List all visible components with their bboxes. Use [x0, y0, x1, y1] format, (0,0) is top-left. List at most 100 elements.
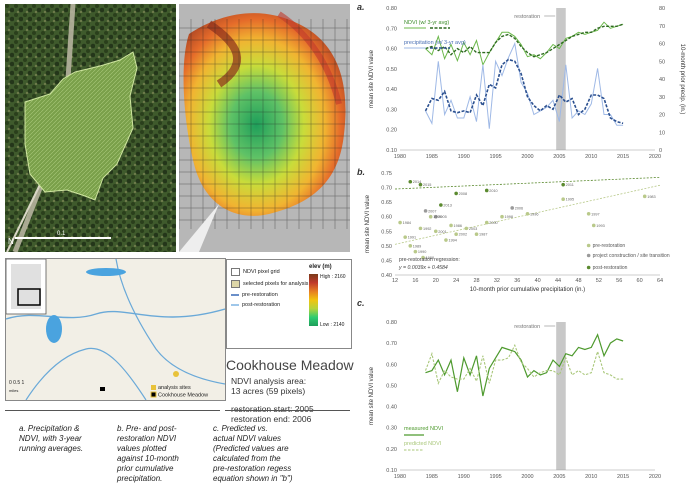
- panel-label: a.: [357, 2, 365, 12]
- point-year-label: 1991: [408, 236, 416, 240]
- x-tick-label: 2020: [649, 474, 661, 480]
- legend-ndvi-label: NDVI (w/ 3-yr avg): [404, 20, 449, 26]
- legend-label: post-restoration: [593, 265, 628, 271]
- legend-row-post: post-restoration: [231, 302, 280, 308]
- caption-line: c. Predicted vs.: [213, 424, 268, 433]
- x-tick-label: 1985: [426, 154, 438, 160]
- caption-line: prior cumulative: [117, 464, 174, 473]
- legend-swatch: [586, 253, 591, 258]
- restoration-band: [556, 8, 566, 150]
- caption-line: equation shown in "b"): [213, 474, 293, 483]
- x-tick-label: 1990: [458, 154, 470, 160]
- x-tick-label: 48: [575, 278, 581, 284]
- x-tick-label: 36: [514, 278, 520, 284]
- pre-restoration-point: [525, 212, 530, 216]
- point-year-label: 2001: [438, 230, 446, 234]
- transition-point: [510, 206, 515, 210]
- caption-line: b. Pre- and post-: [117, 424, 177, 433]
- point-year-label: 1984: [403, 221, 411, 225]
- legend-label: project construction / site transition: [593, 253, 670, 259]
- pre-restoration-point: [421, 255, 425, 260]
- y-axis-label: mean site NDVI value: [365, 194, 371, 253]
- caption-line: values plotted: [117, 444, 167, 453]
- pre-restoration-point: [561, 197, 565, 202]
- point-year-label: 2008: [459, 192, 467, 196]
- legend-precip-label: precipitation (w/ 3-yr avg): [404, 40, 466, 46]
- post-restoration-point: [408, 179, 413, 184]
- point-year-label: 2015: [423, 183, 431, 187]
- y-tick-label: 0.30: [386, 426, 397, 432]
- y-tick-label: 0.45: [381, 258, 392, 264]
- y-tick-label: 0.60: [386, 362, 397, 368]
- site-info: NDVI analysis area: 13 acres (59 pixels)…: [231, 376, 314, 424]
- restoration-band: [556, 322, 566, 470]
- map-legend: NDVI pixel grid selected pixels for anal…: [226, 259, 352, 349]
- annotation-label: restoration: [514, 14, 540, 20]
- point-year-label: 2013: [443, 204, 451, 208]
- x-tick-label: 60: [637, 278, 643, 284]
- legend-row-pre: pre-restoration: [231, 292, 278, 298]
- elevation-map-image: [179, 4, 350, 252]
- post-restoration-point: [484, 188, 489, 193]
- site-info-line: 13 acres (59 pixels): [231, 386, 306, 396]
- point-year-label: 2007: [428, 209, 436, 213]
- legend-swatch: [586, 243, 591, 248]
- point-year-label: 2000: [489, 221, 497, 225]
- post-restoration-point: [561, 182, 565, 187]
- caption-line: running averages.: [19, 444, 84, 453]
- x-tick-label: 2020: [649, 154, 661, 160]
- ndvi-avg-line: [425, 23, 624, 58]
- y2-tick-label: 10: [659, 130, 665, 136]
- y-tick-label: 0.60: [386, 47, 397, 53]
- chart-b: b. 12 16 20 24 28 32 36 40 44 48 52 56 60 64 0.40 0.45 0.…: [357, 167, 670, 293]
- x-tick-label: 20: [433, 278, 439, 284]
- caption-line: actual NDVI values: [213, 434, 282, 443]
- y2-tick-label: 40: [659, 77, 665, 83]
- y-tick-label: 0.20: [386, 128, 397, 134]
- x-axis-label: 10-month prior cumulative precipitation …: [470, 287, 585, 293]
- legend-row-grid: NDVI pixel grid: [231, 268, 280, 276]
- legend-measured-label: measured NDVI: [404, 426, 444, 432]
- pre-restoration-point: [591, 223, 596, 228]
- analysis-sites-swatch: [151, 385, 156, 390]
- legend-grid-label: NDVI pixel grid: [243, 269, 280, 275]
- point-year-label: 2002: [459, 233, 467, 237]
- divider: [225, 410, 350, 411]
- measured-ndvi-line: [425, 333, 624, 397]
- aerial-map: N 0.1: [5, 4, 176, 252]
- pre-restoration-point: [403, 235, 407, 239]
- point-year-label: 1993: [596, 224, 604, 228]
- x-tick-label: 1990: [458, 474, 470, 480]
- post-trend-line: [394, 176, 661, 190]
- site-title: Cookhouse Meadow: [226, 357, 354, 373]
- inset-scale-label: 0 0.5 1: [9, 380, 25, 386]
- x-tick-label: 2010: [585, 154, 597, 160]
- aerial-map-image: N 0.1: [5, 4, 176, 252]
- pre-restoration-point: [408, 244, 413, 248]
- x-tick-label: 40: [535, 278, 541, 284]
- x-tick-label: 2005: [553, 474, 565, 480]
- caption-a: a. Precipitation & NDVI, with 3-year run…: [19, 424, 109, 454]
- caption-line: against 10-month: [117, 454, 179, 463]
- y2-tick-label: 60: [659, 42, 665, 48]
- x-tick-label: 1980: [394, 474, 406, 480]
- caption-c: c. Predicted vs. actual NDVI values (Pre…: [213, 424, 343, 484]
- y-tick-label: 0.20: [386, 447, 397, 453]
- elev-low: Low : 2140: [320, 322, 345, 328]
- point-year-label: 1989: [413, 244, 421, 248]
- panel-label: b.: [357, 167, 365, 177]
- regression-title: pre-restoration regression:: [399, 257, 460, 263]
- caption-line: NDVI, with 3-year: [19, 434, 82, 443]
- location-map: 0 0.5 1 miles analysis sites Cookhouse M…: [5, 258, 226, 401]
- y-tick-label: 0.10: [386, 468, 397, 474]
- pre-restoration-point: [428, 214, 433, 219]
- scale-label: 0.1: [57, 231, 66, 237]
- caption-line: calculated from the: [213, 454, 281, 463]
- x-tick-label: 56: [616, 278, 622, 284]
- legend-swatch: [586, 265, 591, 270]
- point-year-label: 1997: [591, 212, 599, 216]
- point-year-label: 2003: [469, 227, 477, 231]
- y-tick-label: 0.50: [386, 383, 397, 389]
- chart-c: c. restoration 1980 1985 1990 1995 2000 2005 201…: [357, 298, 661, 480]
